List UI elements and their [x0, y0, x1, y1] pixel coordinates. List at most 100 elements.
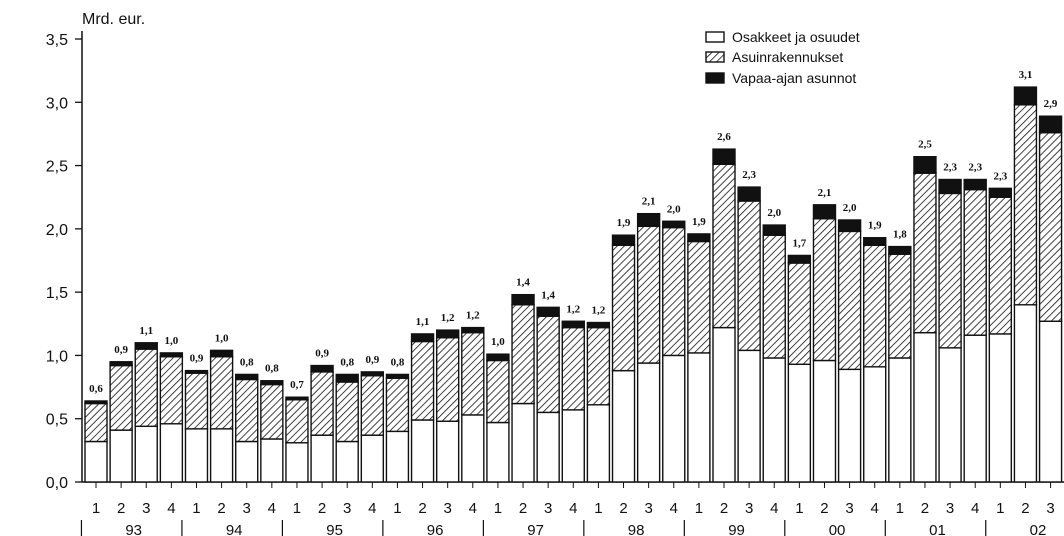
bar-segment-vapaa-ajan	[134, 342, 158, 350]
bar-segment-vapaa-ajan	[812, 204, 837, 220]
bar-total-label: 1,1	[139, 325, 153, 337]
quarter-label: 3	[1046, 500, 1054, 517]
bar-segment-osakkeet	[209, 428, 234, 483]
bar-segment-asuinrakennukset	[209, 355, 234, 430]
bar-segment-asuinrakennukset	[812, 218, 837, 362]
quarter-label: 4	[871, 500, 879, 517]
bar-segment-osakkeet	[762, 357, 786, 483]
quarter-label: 3	[243, 500, 251, 517]
bar-total-label: 0,8	[391, 356, 405, 368]
bar-segment-vapaa-ajan	[84, 400, 108, 405]
y-tick-label: 3,0	[46, 95, 68, 112]
bar-segment-osakkeet	[737, 349, 761, 483]
bar-segment-asuinrakennukset	[511, 304, 535, 405]
legend-label: Asuinrakennukset	[732, 49, 843, 65]
bar-total-label: 1,9	[868, 220, 882, 232]
bar-segment-vapaa-ajan	[335, 373, 359, 383]
bar-segment-osakkeet	[687, 352, 711, 483]
bar-segment-vapaa-ajan	[837, 219, 862, 233]
bar-total-label: 3,1	[1019, 69, 1033, 81]
y-tick-label: 1,0	[46, 348, 68, 365]
legend-swatch	[705, 31, 725, 43]
legend-swatch	[705, 72, 725, 84]
bar-segment-vapaa-ajan	[636, 212, 661, 228]
quarter-label: 2	[519, 500, 527, 517]
total-labels-group: 0,6 0,9 1,1 1,0 0,9 1,0 0,8 0,8 0,7 0,9 0,8 0,9 0,8 1…	[89, 69, 1058, 395]
bar-total-label: 2,0	[667, 203, 681, 215]
legend-swatch	[705, 51, 725, 63]
bar-segment-osakkeet	[636, 362, 661, 483]
bar-total-label: 1,4	[541, 289, 555, 301]
bar-segment-vapaa-ajan	[511, 293, 535, 306]
bar-segment-osakkeet	[1038, 320, 1063, 483]
bar-segment-osakkeet	[888, 357, 912, 483]
quarter-label: 1	[393, 500, 401, 517]
quarter-label: 3	[946, 500, 954, 517]
bar-segment-osakkeet	[285, 442, 309, 483]
bar-segment-osakkeet	[787, 363, 812, 483]
bar-segment-asuinrakennukset	[84, 402, 108, 443]
bar-total-label: 0,8	[240, 356, 254, 368]
bar-segment-asuinrakennukset	[385, 377, 410, 433]
bar-segment-asuinrakennukset	[888, 253, 912, 359]
year-label: 95	[326, 522, 343, 536]
bar-segment-vapaa-ajan	[410, 333, 435, 343]
bar-total-label: 2,1	[642, 196, 656, 208]
year-label: 97	[527, 522, 544, 536]
bar-segment-vapaa-ajan	[360, 371, 385, 377]
bar-total-label: 2,5	[918, 139, 932, 151]
bar-segment-vapaa-ajan	[285, 396, 309, 401]
bar-segment-asuinrakennukset	[486, 359, 510, 424]
quarter-label: 4	[670, 500, 678, 517]
quarter-label: 1	[494, 500, 502, 517]
bar-segment-asuinrakennukset	[360, 374, 385, 436]
y-tick-label: 2,5	[46, 159, 68, 176]
quarter-label: 1	[996, 500, 1004, 517]
bar-segment-asuinrakennukset	[1038, 131, 1063, 322]
bar-segment-osakkeet	[662, 354, 686, 483]
quarter-label: 3	[644, 500, 652, 517]
bar-total-label: 1,2	[441, 312, 455, 324]
bar-total-label: 2,3	[993, 170, 1007, 182]
bar-total-label: 1,0	[215, 332, 229, 344]
bar-total-label: 1,4	[516, 277, 530, 289]
bar-segment-osakkeet	[184, 428, 209, 483]
quarter-label: 1	[92, 500, 100, 517]
quarter-label: 2	[117, 500, 125, 517]
bar-total-label: 1,2	[592, 305, 606, 317]
legend-label: Osakkeet ja osuudet	[732, 29, 860, 45]
bar-segment-asuinrakennukset	[109, 364, 133, 431]
quarter-label: 2	[1021, 500, 1029, 517]
quarter-label: 3	[142, 500, 150, 517]
bar-segment-osakkeet	[913, 331, 937, 483]
bar-segment-vapaa-ajan	[486, 353, 510, 362]
bar-segment-osakkeet	[1013, 304, 1038, 483]
bar-segment-asuinrakennukset	[159, 355, 184, 425]
quarter-label: 3	[845, 500, 853, 517]
bar-segment-vapaa-ajan	[762, 224, 786, 236]
quarter-label: 1	[896, 500, 904, 517]
bar-segment-vapaa-ajan	[863, 237, 887, 247]
bar-total-label: 0,8	[340, 356, 354, 368]
bar-segment-osakkeet	[310, 434, 334, 483]
bar-segment-vapaa-ajan	[963, 178, 987, 191]
bar-segment-asuinrakennukset	[461, 331, 485, 416]
bar-total-label: 1,0	[164, 335, 178, 347]
bar-segment-osakkeet	[410, 419, 435, 483]
y-tick-label: 0,5	[46, 412, 68, 429]
bar-segment-asuinrakennukset	[260, 383, 284, 440]
bar-segment-asuinrakennukset	[310, 371, 334, 436]
quarter-label: 1	[795, 500, 803, 517]
quarter-label: 2	[820, 500, 828, 517]
bar-segment-asuinrakennukset	[1013, 104, 1038, 306]
bar-segment-vapaa-ajan	[461, 326, 485, 334]
bar-segment-osakkeet	[837, 368, 862, 483]
quarter-label: 2	[318, 500, 326, 517]
quarter-label: 4	[770, 500, 778, 517]
bar-segment-asuinrakennukset	[335, 381, 359, 443]
bar-segment-vapaa-ajan	[888, 245, 912, 255]
bar-segment-asuinrakennukset	[988, 196, 1013, 335]
bar-segment-osakkeet	[536, 411, 560, 483]
bar-total-label: 0,9	[114, 344, 128, 356]
quarter-label: 1	[594, 500, 602, 517]
